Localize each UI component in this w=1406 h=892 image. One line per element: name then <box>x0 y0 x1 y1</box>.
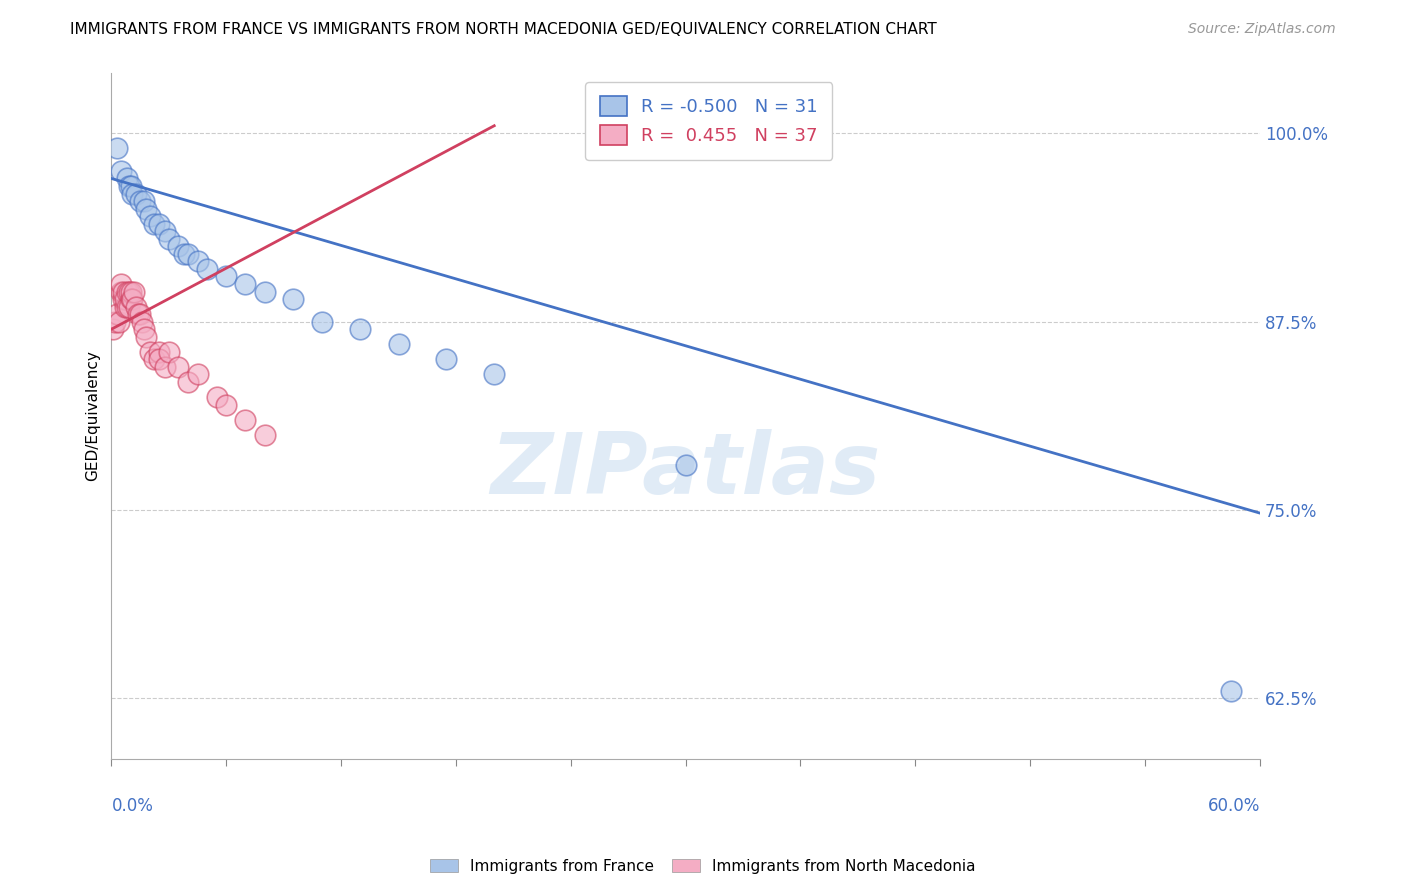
Point <box>108 315 131 329</box>
Point <box>177 375 200 389</box>
Point <box>114 300 136 314</box>
Point <box>129 307 152 321</box>
Text: Source: ZipAtlas.com: Source: ZipAtlas.com <box>1188 22 1336 37</box>
Point <box>177 247 200 261</box>
Point <box>235 277 257 291</box>
Point <box>215 269 238 284</box>
Point <box>148 217 170 231</box>
Point <box>121 186 143 201</box>
Point <box>148 344 170 359</box>
Text: IMMIGRANTS FROM FRANCE VS IMMIGRANTS FROM NORTH MACEDONIA GED/EQUIVALENCY CORREL: IMMIGRANTS FROM FRANCE VS IMMIGRANTS FRO… <box>70 22 936 37</box>
Point <box>110 164 132 178</box>
Point <box>115 300 138 314</box>
Point <box>157 232 180 246</box>
Point <box>127 307 149 321</box>
Point <box>129 194 152 208</box>
Point <box>142 352 165 367</box>
Point <box>110 285 132 299</box>
Point <box>157 344 180 359</box>
Legend: Immigrants from France, Immigrants from North Macedonia: Immigrants from France, Immigrants from … <box>425 853 981 880</box>
Point <box>120 292 142 306</box>
Point <box>110 277 132 291</box>
Point <box>105 307 128 321</box>
Point <box>205 390 228 404</box>
Point <box>153 224 176 238</box>
Point <box>215 398 238 412</box>
Point <box>104 315 127 329</box>
Point <box>235 412 257 426</box>
Point <box>125 300 148 314</box>
Point <box>120 285 142 299</box>
Y-axis label: GED/Equivalency: GED/Equivalency <box>86 351 100 482</box>
Point <box>1220 684 1243 698</box>
Text: 0.0%: 0.0% <box>111 797 153 814</box>
Point <box>120 179 142 194</box>
Point <box>675 458 697 472</box>
Point <box>114 292 136 306</box>
Point <box>132 194 155 208</box>
Point <box>253 285 276 299</box>
Point <box>138 344 160 359</box>
Point <box>142 217 165 231</box>
Point <box>484 368 506 382</box>
Point <box>387 337 409 351</box>
Point <box>153 359 176 374</box>
Point <box>117 285 139 299</box>
Point <box>135 202 157 216</box>
Legend: R = -0.500   N = 31, R =  0.455   N = 37: R = -0.500 N = 31, R = 0.455 N = 37 <box>585 82 832 160</box>
Point <box>124 285 146 299</box>
Point <box>121 292 143 306</box>
Point <box>125 186 148 201</box>
Point <box>115 285 138 299</box>
Point <box>117 300 139 314</box>
Point <box>311 315 333 329</box>
Point <box>132 322 155 336</box>
Point <box>105 141 128 155</box>
Point <box>111 292 134 306</box>
Point <box>167 359 190 374</box>
Point <box>253 427 276 442</box>
Point <box>115 171 138 186</box>
Point <box>187 368 209 382</box>
Point <box>111 285 134 299</box>
Point <box>434 352 457 367</box>
Point <box>173 247 195 261</box>
Point <box>138 209 160 223</box>
Point <box>103 322 125 336</box>
Text: 60.0%: 60.0% <box>1208 797 1260 814</box>
Point <box>349 322 371 336</box>
Point <box>283 292 305 306</box>
Point <box>167 239 190 253</box>
Point <box>117 179 139 194</box>
Point <box>131 315 153 329</box>
Point <box>135 330 157 344</box>
Point <box>187 254 209 268</box>
Point <box>195 261 218 276</box>
Point <box>148 352 170 367</box>
Text: ZIPatlas: ZIPatlas <box>491 429 880 512</box>
